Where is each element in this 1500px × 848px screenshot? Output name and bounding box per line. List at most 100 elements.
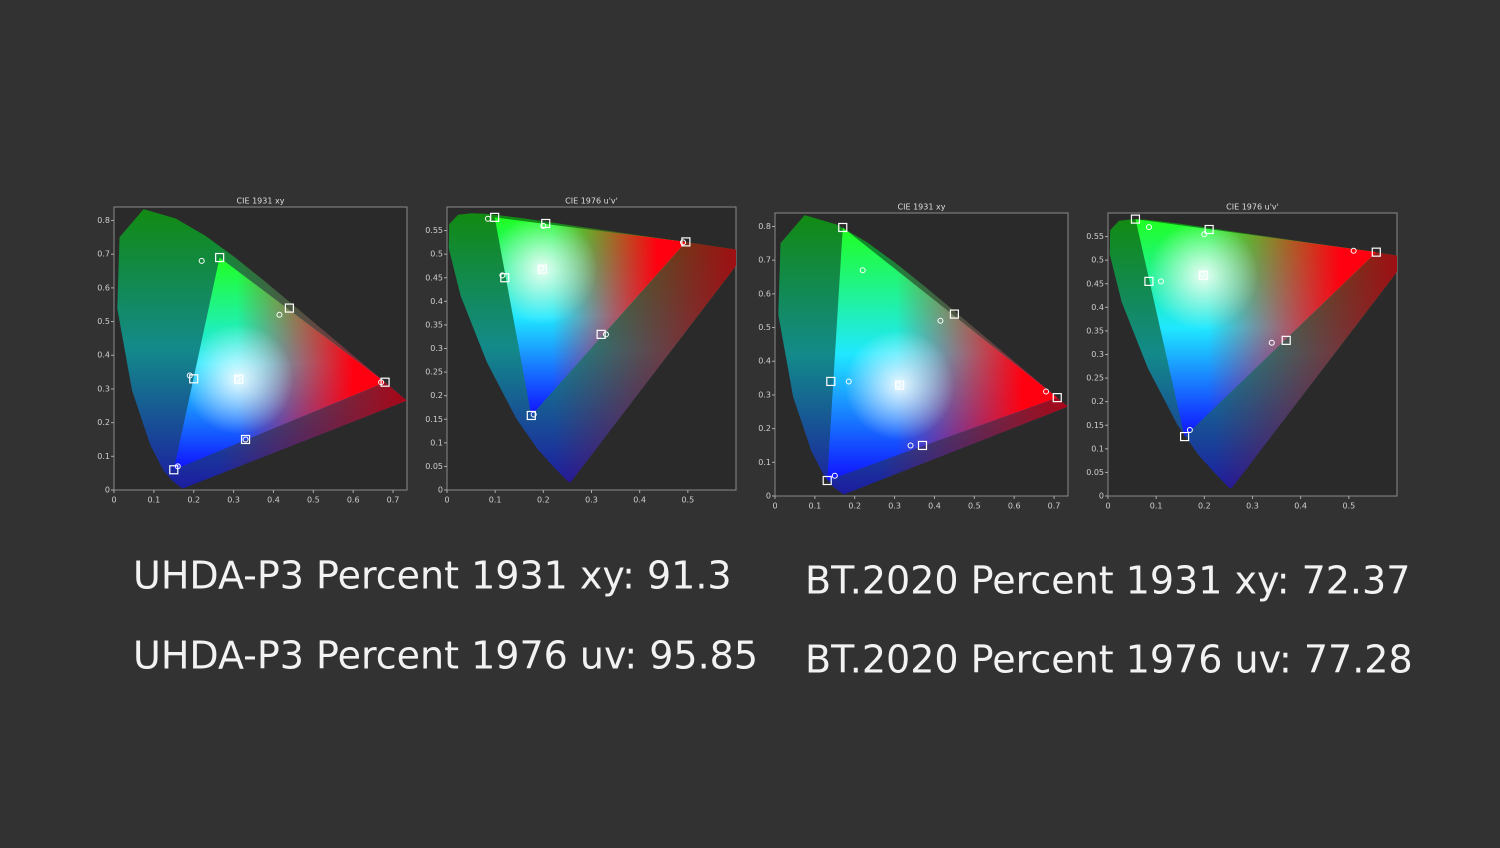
- measured-marker: [186, 372, 193, 379]
- target-marker: [526, 410, 536, 421]
- y-tick-label: 0.3: [1091, 350, 1104, 359]
- x-tick-label: 0: [111, 496, 116, 505]
- x-tick-label: 0.1: [147, 496, 160, 505]
- target-marker: [681, 237, 691, 247]
- measured-marker: [484, 215, 491, 222]
- x-tick-label: 0.5: [968, 502, 981, 511]
- x-tick-label: 0.3: [888, 502, 901, 511]
- target-marker: [380, 377, 390, 387]
- target-marker: [826, 376, 836, 387]
- measured-marker: [530, 411, 537, 418]
- measured-marker: [845, 378, 852, 385]
- target-marker: [284, 303, 295, 313]
- y-tick-label: 0.6: [97, 283, 110, 292]
- target-marker: [1052, 393, 1062, 403]
- chart: CIE 1976 u'v' 0 0.1 0.2 0.3 0.4 0.5 0 0.05 0.1 0.1…: [425, 197, 737, 505]
- x-tick-label: 0.2: [537, 496, 550, 505]
- measured-marker: [1268, 339, 1275, 346]
- target-marker: [838, 222, 848, 233]
- y-tick-label: 0.4: [1091, 303, 1104, 312]
- target-marker: [189, 374, 199, 384]
- y-tick-label: 0.5: [430, 250, 443, 259]
- x-tick-label: 0.5: [1342, 502, 1355, 511]
- caption: UHDA-P3 Percent 1976 uv: 95.85: [133, 634, 758, 678]
- caption: BT.2020 Percent 1976 uv: 77.28: [805, 638, 1413, 682]
- y-tick-label: 0: [766, 492, 771, 501]
- y-tick-label: 0.2: [430, 391, 443, 400]
- chart-title: CIE 1976 u'v': [1226, 203, 1279, 212]
- x-tick-label: 0.6: [347, 496, 360, 505]
- white-point-glow: [1135, 219, 1377, 437]
- measured-marker: [895, 381, 902, 388]
- x-tick-label: 0: [772, 502, 777, 511]
- y-tick-label: 0.4: [430, 297, 443, 306]
- measured-marker: [907, 442, 914, 449]
- x-tick-label: 0.4: [1294, 502, 1307, 511]
- measured-marker: [1201, 231, 1208, 238]
- measured-marker: [198, 257, 205, 264]
- y-tick-label: 0.55: [425, 226, 443, 235]
- y-tick-label: 0.25: [425, 368, 443, 377]
- target-marker: [1371, 247, 1381, 257]
- target-marker: [949, 309, 959, 319]
- target-marker: [1130, 214, 1141, 224]
- y-tick-label: 0.2: [758, 424, 771, 433]
- x-tick-label: 0.7: [1048, 502, 1061, 511]
- y-tick-label: 0.55: [1086, 232, 1104, 241]
- measured-marker: [602, 331, 609, 338]
- white-point-glow: [827, 227, 1058, 481]
- y-tick-label: 0.35: [425, 320, 443, 329]
- y-tick-label: 0.5: [758, 323, 771, 332]
- target-marker: [596, 329, 606, 339]
- y-tick-label: 0.05: [1086, 468, 1104, 477]
- white-point-glow: [494, 217, 686, 416]
- x-tick-label: 0.5: [681, 496, 694, 505]
- target-marker: [1179, 431, 1190, 442]
- target-marker: [1281, 335, 1291, 345]
- target-marker: [215, 252, 225, 263]
- x-tick-label: 0.7: [387, 496, 400, 505]
- y-tick-label: 0.1: [758, 458, 771, 467]
- y-tick-label: 0.1: [97, 452, 110, 461]
- y-tick-label: 0.3: [430, 344, 443, 353]
- target-marker: [917, 440, 928, 451]
- y-tick-label: 0.7: [97, 250, 110, 259]
- x-tick-label: 0.4: [633, 496, 646, 505]
- y-tick-label: 0.1: [430, 438, 443, 447]
- measured-marker: [540, 222, 547, 229]
- y-tick-label: 0.25: [1086, 374, 1104, 383]
- x-tick-label: 0.5: [307, 496, 320, 505]
- target-marker: [1144, 276, 1154, 286]
- plot-content: [117, 209, 407, 489]
- y-tick-label: 0.8: [97, 216, 110, 225]
- x-tick-label: 0.2: [1198, 502, 1211, 511]
- measured-marker: [378, 379, 385, 386]
- measured-marker: [1350, 247, 1357, 254]
- y-tick-label: 0.4: [758, 357, 771, 366]
- measured-marker: [499, 272, 506, 279]
- y-tick-label: 0.7: [758, 256, 771, 265]
- plot-content: [778, 215, 1068, 495]
- y-tick-label: 0.45: [425, 273, 443, 282]
- x-tick-label: 0: [1105, 502, 1110, 511]
- x-tick-label: 0.2: [848, 502, 861, 511]
- measured-marker: [234, 375, 241, 382]
- measured-marker: [1199, 271, 1206, 278]
- x-tick-label: 0.4: [267, 496, 280, 505]
- measured-marker: [1186, 426, 1193, 433]
- y-tick-label: 0.45: [1086, 279, 1104, 288]
- y-tick-label: 0.3: [758, 390, 771, 399]
- y-tick-label: 0: [1099, 492, 1104, 501]
- measured-marker: [242, 436, 249, 443]
- x-tick-label: 0.3: [1246, 502, 1259, 511]
- y-tick-label: 0.35: [1086, 326, 1104, 335]
- measured-marker: [859, 267, 866, 274]
- x-tick-label: 0.1: [1150, 502, 1163, 511]
- target-marker: [537, 264, 547, 274]
- target-marker: [169, 465, 179, 475]
- chart-title: CIE 1931 xy: [898, 203, 946, 212]
- chart: CIE 1976 u'v' 0 0.1 0.2 0.3 0.4 0.5 0 0.05 0.1 0.1…: [1086, 203, 1398, 511]
- y-tick-label: 0.1: [1091, 444, 1104, 453]
